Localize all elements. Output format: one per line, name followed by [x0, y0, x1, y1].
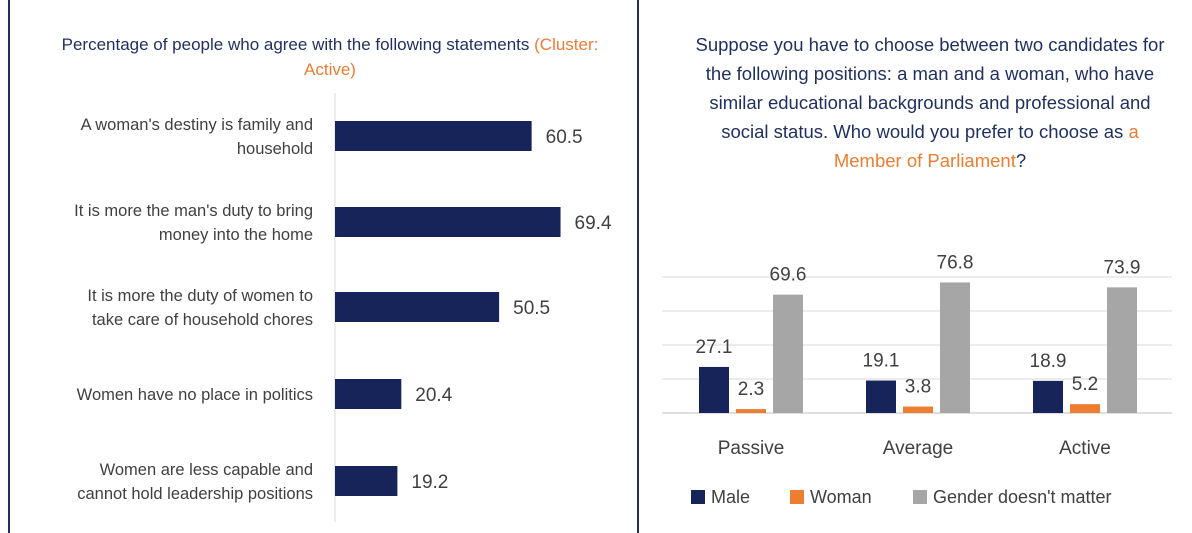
legend-swatch-3 — [913, 490, 927, 504]
data-label-passive-series-1: 27.1 — [696, 337, 733, 358]
data-label-average-series-1: 19.1 — [863, 351, 900, 372]
left-border — [8, 0, 10, 533]
bar-passive-series-1 — [699, 366, 729, 413]
legend-swatch-1 — [691, 490, 705, 504]
right-title-main: Suppose you have to choose between two c… — [695, 34, 1165, 142]
data-label-3: 50.5 — [513, 298, 550, 319]
bar-4 — [335, 379, 402, 409]
bar-3 — [335, 292, 500, 322]
legend-label-2: Woman — [810, 487, 872, 507]
category-label-5-line-2: cannot hold leadership positions — [77, 485, 313, 503]
data-label-4: 20.4 — [415, 385, 452, 406]
bar-average-series-1 — [866, 380, 896, 413]
bar-average-series-3 — [940, 282, 970, 413]
data-label-passive-series-2: 2.3 — [738, 379, 764, 400]
category-label-3-line-2: take care of household chores — [92, 311, 313, 329]
data-label-passive-series-3: 69.6 — [770, 265, 807, 286]
category-label-1-line-2: household — [237, 140, 313, 158]
agreement-bar-chart: 60.5 A woman's destiny is family and house… — [74, 93, 612, 522]
x-tick-label-passive: Passive — [718, 438, 785, 459]
left-chart-title: Percentage of people who agree with the … — [60, 32, 600, 82]
bar-passive-series-2 — [736, 409, 766, 413]
bar-5 — [335, 466, 398, 496]
category-label-5-line-1: Women are less capable and — [100, 461, 313, 479]
category-label-4-line-1: Women have no place in politics — [77, 386, 313, 404]
right-title-end: ? — [1015, 150, 1027, 171]
data-label-5: 19.2 — [411, 472, 448, 493]
right-title-highlight: a Member of Parliament — [833, 121, 1139, 171]
category-label-2-line-1: It is more the man's duty to bring — [74, 202, 313, 220]
data-label-active-series-2: 5.2 — [1072, 374, 1098, 395]
x-tick-label-active: Active — [1059, 438, 1111, 459]
data-label-average-series-2: 3.8 — [905, 377, 931, 398]
center-divider — [637, 0, 639, 533]
bar-2 — [335, 207, 561, 237]
data-label-active-series-3: 73.9 — [1104, 257, 1141, 278]
bar-1 — [335, 121, 532, 151]
data-label-average-series-3: 76.8 — [937, 252, 974, 273]
bar-active-series-1 — [1033, 380, 1063, 413]
left-title-main: Percentage of people who agree with the … — [61, 35, 530, 54]
x-tick-label-average: Average — [883, 438, 953, 459]
data-label-active-series-1: 18.9 — [1030, 351, 1067, 372]
right-chart-title: Suppose you have to choose between two c… — [690, 30, 1170, 175]
bar-average-series-2 — [903, 406, 933, 413]
category-label-1-line-1: A woman's destiny is family and — [81, 116, 313, 134]
data-label-1: 60.5 — [546, 127, 583, 148]
category-label-2-line-2: money into the home — [159, 226, 313, 244]
category-label-3-line-1: It is more the duty of women to — [87, 287, 313, 305]
bar-active-series-2 — [1070, 404, 1100, 413]
legend-label-3: Gender doesn't matter — [933, 487, 1112, 507]
candidate-preference-chart: 27.1 19.1 18.9 2.3 3.8 5.2 69.6 76.8 73.9 Passive… — [662, 252, 1172, 507]
legend-swatch-2 — [790, 490, 804, 504]
data-label-2: 69.4 — [575, 213, 612, 234]
legend-label-1: Male — [711, 487, 750, 507]
bar-active-series-3 — [1107, 287, 1137, 413]
bar-passive-series-3 — [773, 294, 803, 413]
left-title-highlight: (Cluster: Active) — [304, 35, 599, 79]
